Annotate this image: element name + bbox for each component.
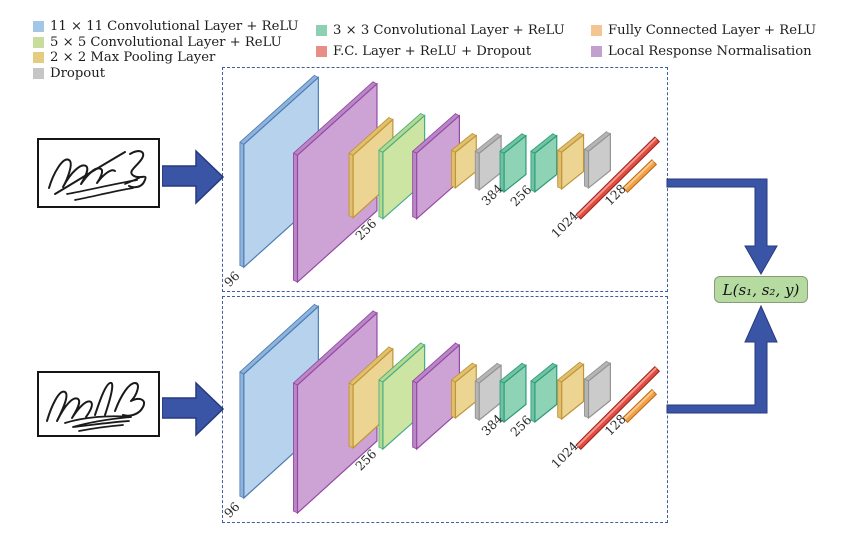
legend-swatch-conv3 bbox=[316, 25, 327, 36]
legend-label: 2 × 2 Max Pooling Layer bbox=[50, 50, 216, 66]
loss-node: L(s₁, s₂, y) bbox=[714, 276, 808, 303]
legend-item-lrn: Local Response Normalisation bbox=[591, 41, 816, 62]
layer-maxpool bbox=[557, 131, 585, 191]
layer-dropout bbox=[474, 362, 502, 422]
legend-swatch-lrn bbox=[591, 46, 602, 57]
layer-lrn bbox=[292, 80, 378, 284]
connector-top-branch bbox=[666, 178, 778, 276]
legend-item-fc_relu: Fully Connected Layer + ReLU bbox=[591, 20, 816, 41]
feature-count-label: 1024 bbox=[548, 438, 581, 471]
legend-item-dropout: Dropout bbox=[33, 66, 299, 82]
legend-swatch-conv11 bbox=[33, 21, 44, 33]
legend-label: 11 × 11 Convolutional Layer + ReLU bbox=[50, 19, 299, 35]
legend-swatch-fc_relu_dropout bbox=[316, 46, 327, 57]
input-arrow-2 bbox=[162, 381, 225, 437]
layer-dropout bbox=[583, 360, 612, 420]
legend-swatch-fc_relu bbox=[591, 25, 602, 36]
input-arrow-1 bbox=[162, 149, 225, 205]
legend-item-conv5: 5 × 5 Convolutional Layer + ReLU bbox=[33, 35, 299, 51]
layer-fc_relu_dropout bbox=[575, 365, 661, 451]
feature-count-label: 96 bbox=[223, 499, 243, 521]
layer-fc_relu_dropout bbox=[575, 136, 661, 220]
legend-column-2: 3 × 3 Convolutional Layer + ReLU F.C. Lay… bbox=[316, 20, 565, 62]
signature-input-1 bbox=[37, 138, 160, 208]
legend-item-conv3: 3 × 3 Convolutional Layer + ReLU bbox=[316, 20, 565, 41]
layer-conv3 bbox=[499, 362, 527, 424]
branch-box-top: 96 256 384 256 1024 128 bbox=[222, 67, 668, 292]
layer-conv3 bbox=[530, 132, 558, 194]
legend-label: 3 × 3 Convolutional Layer + ReLU bbox=[333, 23, 565, 38]
signature-1-image bbox=[48, 150, 147, 201]
layer-conv11 bbox=[239, 303, 320, 500]
layer-fc_relu bbox=[622, 388, 658, 424]
signature-input-2 bbox=[37, 371, 160, 437]
layer-maxpool bbox=[348, 346, 394, 450]
legend-column-1: 11 × 11 Convolutional Layer + ReLU 5 × 5 … bbox=[33, 19, 299, 81]
layer-maxpool bbox=[450, 132, 478, 190]
legend-swatch-conv5 bbox=[33, 36, 44, 48]
feature-count-label: 96 bbox=[223, 268, 243, 290]
layer-fc_relu bbox=[622, 159, 658, 193]
legend-label: 5 × 5 Convolutional Layer + ReLU bbox=[50, 34, 282, 50]
layer-conv3 bbox=[499, 132, 527, 194]
legend-column-3: Fully Connected Layer + ReLU Local Respon… bbox=[591, 20, 816, 62]
layer-lrn bbox=[412, 112, 461, 220]
legend-label: Dropout bbox=[50, 66, 105, 82]
legend-label: Fully Connected Layer + ReLU bbox=[608, 23, 817, 38]
layer-conv3 bbox=[530, 362, 558, 424]
legend-label: F.C. Layer + ReLU + Dropout bbox=[333, 44, 532, 59]
feature-count-label: 1024 bbox=[548, 208, 581, 241]
layer-lrn bbox=[412, 342, 461, 451]
legend-swatch-maxpool bbox=[33, 52, 44, 64]
layer-dropout bbox=[474, 132, 502, 192]
layer-maxpool bbox=[450, 362, 478, 420]
legend-swatch-dropout bbox=[33, 68, 44, 80]
connector-bottom-branch bbox=[666, 304, 778, 414]
legend-item-fc_relu_dropout: F.C. Layer + ReLU + Dropout bbox=[316, 41, 565, 62]
layer-conv11 bbox=[239, 74, 320, 269]
legend-label: Local Response Normalisation bbox=[608, 44, 812, 59]
branch-box-bottom: 96 256 384 256 1024 128 bbox=[222, 296, 668, 523]
layer-maxpool bbox=[348, 116, 394, 219]
layer-dropout bbox=[583, 131, 612, 190]
legend-item-conv11: 11 × 11 Convolutional Layer + ReLU bbox=[33, 19, 299, 35]
loss-label: L(s₁, s₂, y) bbox=[722, 280, 800, 299]
signature-2-image bbox=[46, 381, 145, 432]
legend-item-maxpool: 2 × 2 Max Pooling Layer bbox=[33, 50, 299, 66]
layer-lrn bbox=[292, 310, 378, 515]
layer-maxpool bbox=[557, 361, 585, 421]
layer-conv5 bbox=[378, 112, 426, 220]
